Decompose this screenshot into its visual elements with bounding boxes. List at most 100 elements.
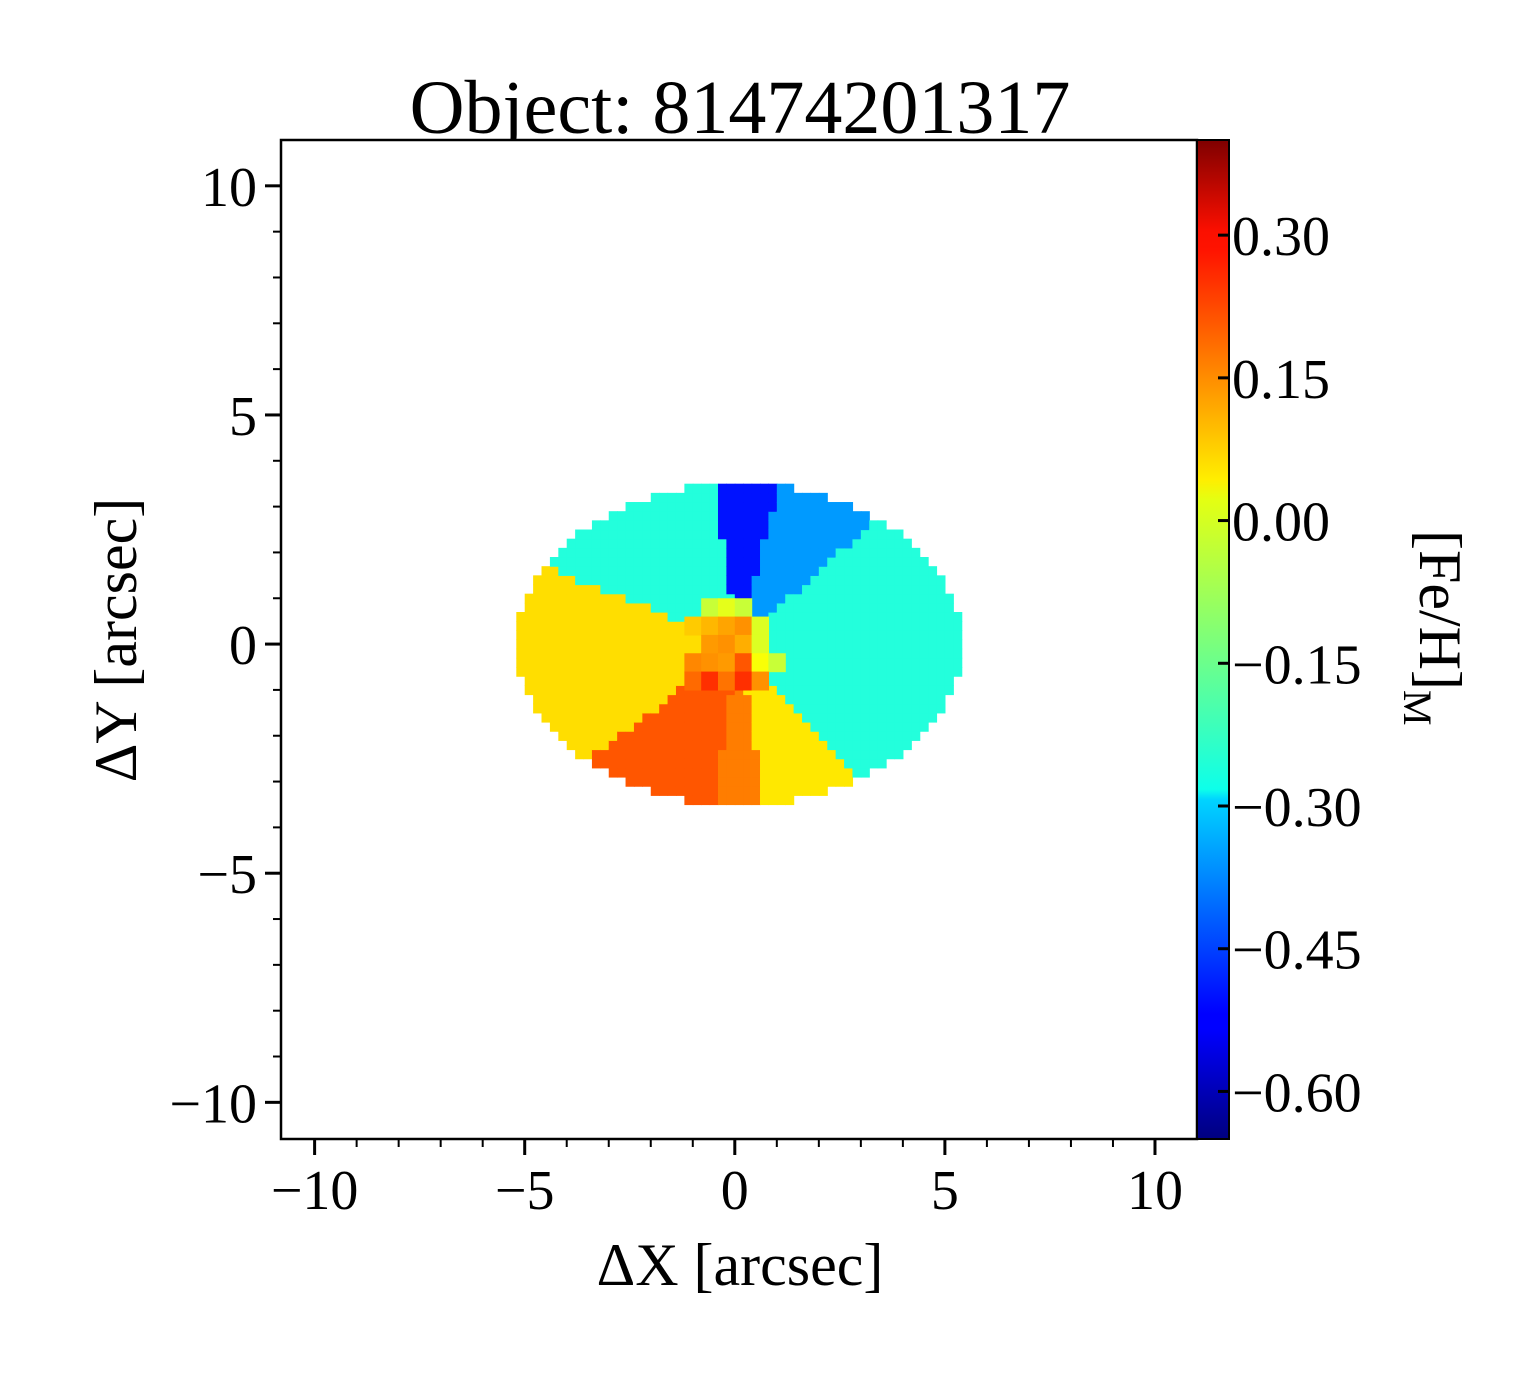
map-pixel <box>802 511 812 521</box>
map-pixel <box>844 648 854 659</box>
map-pixel <box>659 639 669 650</box>
map-pixel <box>768 538 778 549</box>
map-pixel <box>709 575 719 586</box>
map-pixel <box>751 547 761 558</box>
map-pixel <box>860 547 870 558</box>
map-pixel <box>659 557 669 567</box>
map-pixel <box>860 538 870 549</box>
map-pixel <box>810 657 820 668</box>
map-pixel <box>642 676 652 686</box>
map-pixel <box>717 731 727 741</box>
map-pixel <box>583 529 593 540</box>
map-pixel <box>802 712 812 723</box>
map-pixel <box>886 538 896 549</box>
map-pixel <box>524 639 534 650</box>
map-pixel <box>600 557 610 567</box>
map-pixel <box>709 694 719 705</box>
map-pixel <box>827 557 837 567</box>
map-pixel <box>928 694 938 705</box>
map-pixel <box>566 657 576 668</box>
map-pixel <box>600 584 610 595</box>
map-pixel <box>717 566 727 576</box>
map-pixel <box>768 575 778 586</box>
map-pixel <box>675 786 685 796</box>
map-pixel <box>608 712 618 723</box>
map-pixel <box>625 593 635 604</box>
map-pixel <box>852 520 862 531</box>
map-pixel <box>633 749 643 760</box>
map-pixel <box>575 694 585 705</box>
map-pixel <box>684 502 694 512</box>
map-pixel <box>835 621 845 631</box>
map-pixel <box>633 685 643 696</box>
map-pixel <box>928 621 938 631</box>
map-pixel <box>785 584 795 595</box>
map-pixel <box>827 648 837 659</box>
map-pixel <box>667 758 677 769</box>
map-pixel <box>810 520 820 531</box>
map-pixel <box>608 575 618 586</box>
map-pixel <box>810 667 820 677</box>
map-pixel <box>928 712 938 723</box>
map-pixel <box>793 520 803 531</box>
map-pixel <box>558 721 568 732</box>
map-pixel <box>692 584 702 595</box>
map-pixel <box>633 703 643 714</box>
map-pixel <box>886 639 896 650</box>
map-pixel <box>869 712 879 723</box>
map-pixel <box>776 740 786 751</box>
map-pixel <box>717 740 727 751</box>
map-pixel <box>684 547 694 558</box>
map-pixel <box>827 731 837 741</box>
map-pixel <box>877 676 887 686</box>
map-pixel <box>675 648 685 659</box>
y-tick-label: 5 <box>229 386 257 448</box>
map-pixel <box>835 557 845 567</box>
map-pixel <box>785 529 795 540</box>
map-pixel <box>591 740 601 751</box>
map-pixel <box>860 767 870 778</box>
map-pixel <box>751 502 761 512</box>
map-pixel <box>692 502 702 512</box>
map-pixel <box>793 630 803 641</box>
map-pixel <box>625 749 635 760</box>
map-pixel <box>575 648 585 659</box>
map-pixel <box>675 749 685 760</box>
map-pixel <box>751 749 761 760</box>
map-pixel <box>709 502 719 512</box>
map-pixel <box>768 758 778 769</box>
map-pixel <box>642 612 652 622</box>
map-pixel <box>919 630 929 641</box>
map-pixel <box>726 575 736 586</box>
map-pixel <box>751 602 761 613</box>
map-pixel <box>869 575 879 586</box>
map-pixel <box>726 492 736 503</box>
map-pixel <box>675 584 685 595</box>
map-pixel <box>869 639 879 650</box>
map-pixel <box>591 557 601 567</box>
map-pixel <box>785 502 795 512</box>
map-pixel <box>743 740 753 751</box>
map-pixel <box>818 703 828 714</box>
map-pixel <box>549 721 559 732</box>
map-pixel <box>852 657 862 668</box>
map-pixel <box>785 657 795 668</box>
map-pixel <box>844 685 854 696</box>
map-pixel <box>810 492 820 503</box>
map-pixel <box>743 703 753 714</box>
map-pixel <box>566 621 576 631</box>
map-pixel <box>659 767 669 778</box>
map-pixel <box>617 639 627 650</box>
map-pixel <box>650 566 660 576</box>
map-pixel <box>617 648 627 659</box>
map-pixel <box>852 621 862 631</box>
map-pixel <box>802 740 812 751</box>
map-pixel <box>549 593 559 604</box>
map-pixel <box>936 667 946 677</box>
map-pixel <box>566 648 576 659</box>
map-pixel <box>558 694 568 705</box>
map-pixel <box>860 648 870 659</box>
map-pixel <box>642 520 652 531</box>
map-pixel <box>617 731 627 741</box>
map-pixel <box>667 731 677 741</box>
